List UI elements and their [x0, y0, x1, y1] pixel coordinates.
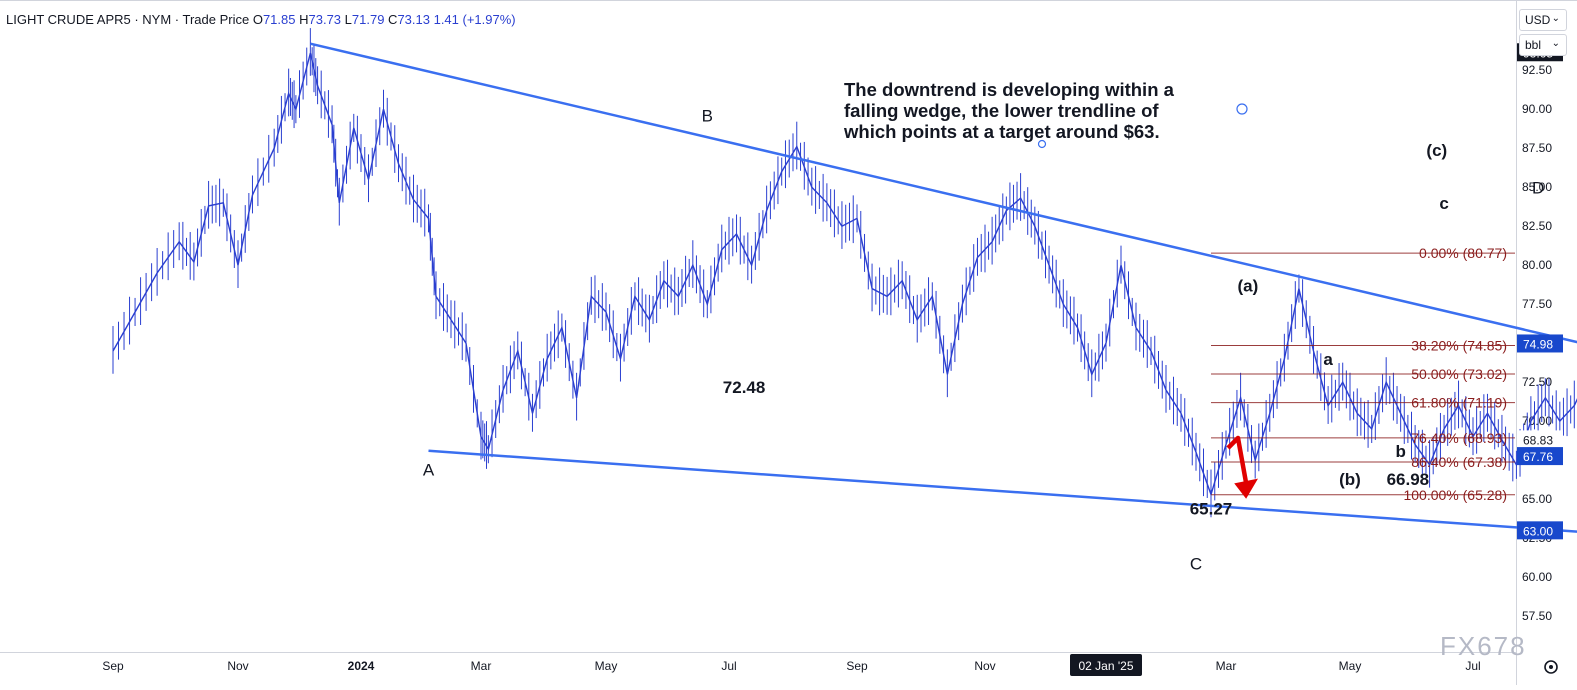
- y-tick-label: 65.00: [1522, 492, 1552, 506]
- wave-label: c: [1439, 194, 1448, 213]
- legend-part: LIGHT CRUDE APR5 · NYM · Trade Price: [6, 12, 253, 27]
- x-tick-label: Jul: [721, 659, 736, 673]
- fib-level-label: 38.20% (74.85): [1411, 337, 1507, 353]
- wave-label: 66.98: [1387, 470, 1430, 489]
- wave-label: b: [1395, 442, 1405, 461]
- gear-icon-center: [1549, 665, 1553, 669]
- chevron-down-icon: ⌄: [1552, 13, 1560, 24]
- ohlc-legend: LIGHT CRUDE APR5 · NYM · Trade Price O71…: [6, 12, 516, 27]
- wave-label: 65.27: [1190, 500, 1233, 519]
- legend-part: 73.73: [309, 12, 345, 27]
- legend-part: 73.13: [397, 12, 433, 27]
- fib-level-label: 76.40% (68.93): [1411, 430, 1507, 446]
- x-tick-label: 02 Jan '25: [1078, 659, 1133, 673]
- note-text: The downtrend is developing within a: [844, 79, 1175, 100]
- y-tick-label: 90.00: [1522, 102, 1552, 116]
- fib-level-label: 86.40% (67.38): [1411, 454, 1507, 470]
- wave-label: a: [1323, 350, 1333, 369]
- x-tick-label: Sep: [846, 659, 868, 673]
- unit-selector[interactable]: bbl ⌄: [1519, 34, 1567, 56]
- x-tick-label: Mar: [471, 659, 492, 673]
- x-tick-label: 2024: [348, 659, 375, 673]
- fib-level-label: 100.00% (65.28): [1403, 487, 1507, 503]
- x-tick-label: Nov: [974, 659, 995, 673]
- x-tick-label: Mar: [1216, 659, 1237, 673]
- x-tick-label: Sep: [102, 659, 124, 673]
- legend-part: 1.41 (+1.97%): [434, 12, 516, 27]
- x-tick-label: Nov: [227, 659, 248, 673]
- y-tick-label: 70.00: [1522, 414, 1552, 428]
- wave-label: A: [423, 461, 435, 480]
- legend-part: C: [388, 12, 397, 27]
- x-tick-label: May: [1339, 659, 1362, 673]
- note-text: which points at a target around $63.: [843, 121, 1160, 142]
- y-tick-label: 72.50: [1522, 375, 1552, 389]
- legend-part: 71.85: [263, 12, 299, 27]
- price-tag-label: 68.83: [1523, 433, 1553, 447]
- y-tick-label: 92.50: [1522, 63, 1552, 77]
- legend-part: 71.79: [352, 12, 388, 27]
- x-tick-label: Jul: [1465, 659, 1480, 673]
- unit-label: bbl: [1525, 38, 1541, 52]
- x-tick-label: May: [595, 659, 618, 673]
- price-tag-label: 63.00: [1523, 524, 1553, 538]
- currency-label: USD: [1525, 13, 1550, 27]
- watermark: FX678: [1440, 631, 1527, 661]
- note-text: falling wedge, the lower trendline of: [844, 100, 1159, 121]
- price-tag-label: 74.98: [1523, 337, 1553, 351]
- fib-level-label: 61.80% (71.19): [1411, 395, 1507, 411]
- currency-selector[interactable]: USD ⌄: [1519, 9, 1567, 31]
- wave-label: (a): [1237, 277, 1258, 296]
- price-tag-label: 67.76: [1523, 450, 1553, 464]
- y-tick-label: 87.50: [1522, 141, 1552, 155]
- wave-label: B: [702, 107, 713, 126]
- legend-part: L: [345, 12, 352, 27]
- drawing-handle[interactable]: [1039, 141, 1046, 148]
- y-tick-label: 57.50: [1522, 609, 1552, 623]
- wave-label: D: [1532, 178, 1544, 197]
- fib-level-label: 0.00% (80.77): [1419, 245, 1507, 261]
- legend-part: O: [253, 12, 263, 27]
- legend-part: H: [299, 12, 308, 27]
- y-tick-label: 80.00: [1522, 258, 1552, 272]
- wave-label: (b): [1339, 470, 1361, 489]
- wave-label: 72.48: [723, 378, 766, 397]
- chevron-down-icon: ⌄: [1552, 38, 1560, 49]
- fib-level-label: 50.00% (73.02): [1411, 366, 1507, 382]
- wave-label: (c): [1426, 141, 1447, 160]
- y-tick-label: 60.00: [1522, 570, 1552, 584]
- wave-label: C: [1190, 554, 1202, 573]
- y-tick-label: 82.50: [1522, 219, 1552, 233]
- drawing-handle[interactable]: [1237, 104, 1247, 114]
- y-tick-label: 77.50: [1522, 297, 1552, 311]
